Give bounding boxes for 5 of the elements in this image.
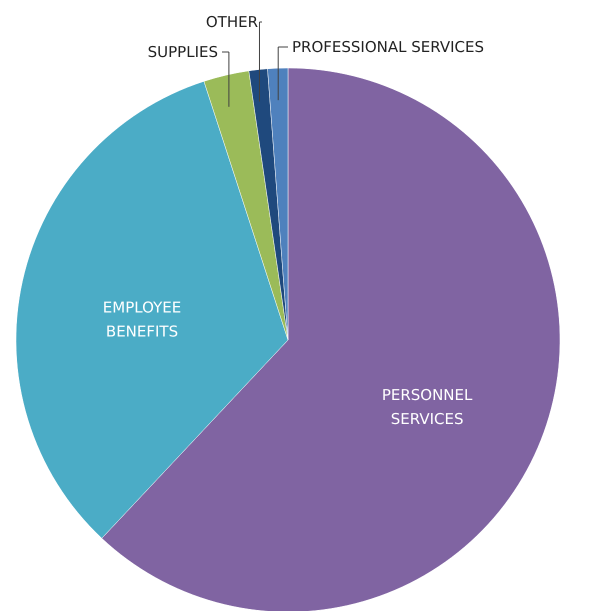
slice-label: SUPPLIES <box>148 43 218 61</box>
slice-label: EMPLOYEE BENEFITS <box>102 298 182 340</box>
slice-label: PERSONNEL SERVICES <box>382 386 474 428</box>
slice-label: PROFESSIONAL SERVICES <box>292 38 484 56</box>
slice-label: OTHER <box>206 13 258 31</box>
